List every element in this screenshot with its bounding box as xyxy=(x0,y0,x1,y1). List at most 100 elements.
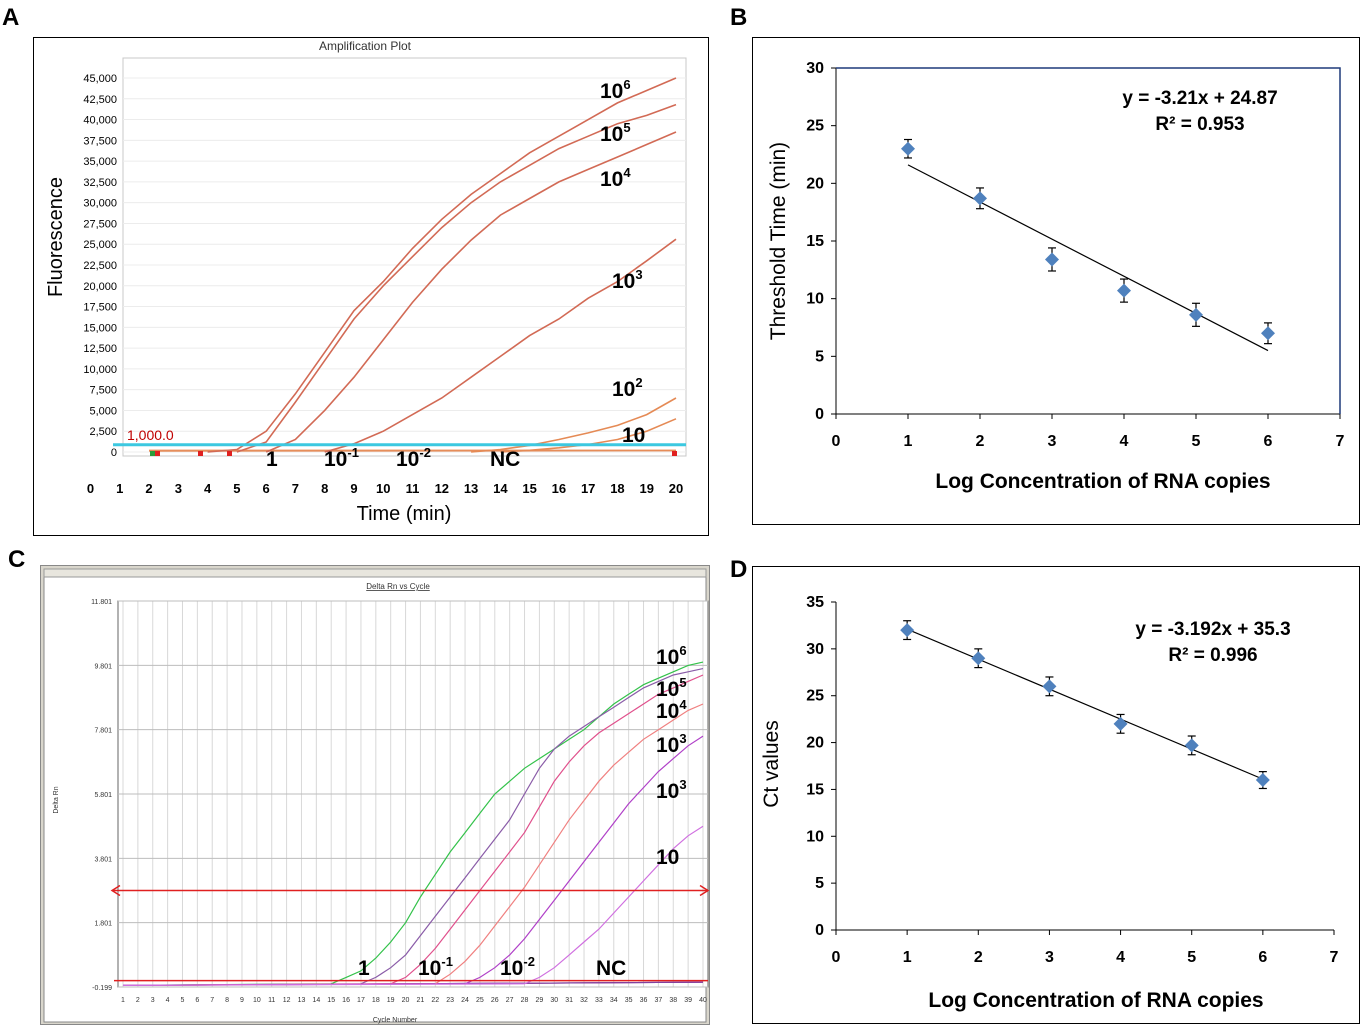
r-squared-label: R² = 0.996 xyxy=(1168,645,1257,666)
x-tick-label: 11 xyxy=(406,481,420,496)
x-tick-label: 22 xyxy=(431,997,439,1004)
data-point xyxy=(900,623,915,638)
curve-annotation: NC xyxy=(490,448,520,471)
y-tick-label: 15,000 xyxy=(83,322,117,334)
x-axis-label: Log Concentration of RNA copies xyxy=(935,470,1270,493)
y-axis-label: Delta Rn xyxy=(53,786,60,813)
y-tick-label: 2,500 xyxy=(89,426,117,438)
x-tick-label: 23 xyxy=(446,997,454,1004)
x-tick-label: 1 xyxy=(116,481,123,496)
x-tick-label: 24 xyxy=(461,997,469,1004)
curve-annotation: 1 xyxy=(358,957,370,980)
x-tick-label: 6 xyxy=(1264,433,1273,450)
x-tick-label: 0 xyxy=(87,481,94,496)
y-tick-label: 3.801 xyxy=(94,856,112,863)
y-tick-label: 20 xyxy=(806,735,824,752)
curve-annotation: 102 xyxy=(612,375,643,401)
x-tick-label: 5 xyxy=(233,481,240,496)
y-tick-label: 20,000 xyxy=(83,281,117,293)
amplification-curve xyxy=(265,131,677,453)
amplification-curve xyxy=(122,661,704,986)
x-tick-label: 0 xyxy=(832,949,841,966)
data-point xyxy=(973,191,987,206)
x-tick-label: 29 xyxy=(536,997,544,1004)
x-tick-label: 14 xyxy=(312,997,320,1004)
x-tick-label: 20 xyxy=(402,997,410,1004)
y-tick-label: 5 xyxy=(815,875,824,892)
curve-annotation: 106 xyxy=(656,643,687,669)
amplification-curve xyxy=(122,825,704,986)
y-tick-label: 20 xyxy=(806,175,824,192)
x-tick-label: 33 xyxy=(595,997,603,1004)
x-tick-label: 7 xyxy=(1330,949,1339,966)
panel-label-b: B xyxy=(730,4,748,31)
x-tick-label: 10 xyxy=(376,481,390,496)
chart-title: Delta Rn vs Cycle xyxy=(366,582,430,591)
data-point xyxy=(1189,307,1203,322)
amplification-curve xyxy=(207,77,677,453)
y-tick-label: 30 xyxy=(806,60,824,77)
x-tick-label: 2 xyxy=(136,997,140,1004)
equation-label: y = -3.21x + 24.87 xyxy=(1122,88,1277,109)
qpcr-tabstrip xyxy=(43,568,707,578)
baseline-marker xyxy=(150,451,155,456)
x-tick-label: 35 xyxy=(625,997,633,1004)
x-tick-label: 18 xyxy=(610,481,624,496)
x-tick-label: 30 xyxy=(550,997,558,1004)
x-tick-label: 3 xyxy=(1045,949,1054,966)
data-point xyxy=(971,651,986,666)
x-tick-label: 12 xyxy=(283,997,291,1004)
baseline-marker xyxy=(227,451,232,456)
amplification-curve xyxy=(122,674,704,986)
panel-a-chart: Amplification Plot 0 2,500 5,000 7,500 10,000… xyxy=(45,39,687,525)
x-tick-label: 1 xyxy=(903,949,912,966)
y-tick-label: 9.801 xyxy=(94,663,112,670)
x-tick-label: 40 xyxy=(699,997,707,1004)
x-tick-label: 9 xyxy=(240,997,244,1004)
x-tick-label: 36 xyxy=(640,997,648,1004)
curve-annotation: 10-2 xyxy=(396,445,431,471)
curve-annotation: 104 xyxy=(600,165,631,191)
x-tick-label: 27 xyxy=(506,997,514,1004)
curve-annotation: 106 xyxy=(600,77,631,103)
x-tick-label: 16 xyxy=(552,481,566,496)
threshold-label: 1,000.0 xyxy=(127,427,174,443)
x-tick-label: 25 xyxy=(476,997,484,1004)
amplification-curve xyxy=(122,668,704,986)
y-tick-label: 1.801 xyxy=(94,921,112,928)
amplification-curve xyxy=(122,703,704,986)
data-point xyxy=(1045,252,1059,267)
x-tick-label: 38 xyxy=(669,997,677,1004)
baseline-marker xyxy=(155,451,160,456)
x-tick-label: 21 xyxy=(417,997,425,1004)
amplification-curve xyxy=(324,238,677,453)
panel-label-d: D xyxy=(730,556,748,583)
x-tick-label: 37 xyxy=(654,997,662,1004)
x-tick-label: 26 xyxy=(491,997,499,1004)
x-tick-label: 31 xyxy=(565,997,573,1004)
x-tick-label: 6 xyxy=(1258,949,1267,966)
x-tick-label: 19 xyxy=(639,481,653,496)
data-point xyxy=(1261,326,1275,341)
y-axis-label: Ct values xyxy=(760,720,783,808)
x-tick-label: 4 xyxy=(166,997,170,1004)
curve-annotation: 10-1 xyxy=(324,445,359,471)
x-tick-label: 4 xyxy=(1120,433,1129,450)
y-tick-label: 25 xyxy=(806,118,824,135)
x-tick-label: 3 xyxy=(151,997,155,1004)
baseline-marker xyxy=(198,451,203,456)
x-tick-label: 15 xyxy=(327,997,335,1004)
curve-annotation: NC xyxy=(596,957,626,980)
y-tick-label: 40,000 xyxy=(83,115,117,127)
x-tick-label: 15 xyxy=(522,481,536,496)
panel-d-frame xyxy=(752,566,1360,1024)
x-tick-label: 5 xyxy=(1192,433,1201,450)
amplification-curve xyxy=(471,397,677,453)
y-tick-label: 12,500 xyxy=(83,343,117,355)
x-tick-label: 1 xyxy=(904,433,913,450)
y-tick-label: 22,500 xyxy=(83,260,117,272)
data-point xyxy=(1255,773,1270,788)
x-tick-label: 16 xyxy=(342,997,350,1004)
panel-label-a: A xyxy=(2,4,20,31)
